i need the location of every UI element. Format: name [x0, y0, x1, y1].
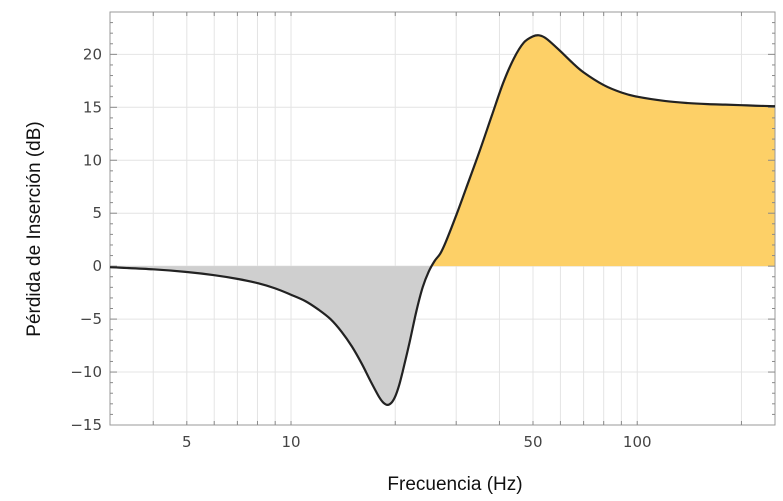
x-tick-label: 100: [623, 433, 652, 451]
negative-area: [110, 266, 432, 405]
y-tick-label: 15: [83, 98, 102, 116]
plot-frame: [109, 11, 776, 426]
x-tick-label: 50: [523, 433, 542, 451]
x-tick-label: 10: [281, 433, 300, 451]
y-tick-labels: −15 −10 −5 0 5 10 15 20: [70, 45, 102, 434]
positive-area: [431, 35, 775, 267]
x-axis-title: Frecuencia (Hz): [387, 474, 522, 495]
insertion-loss-curve: [109, 34, 776, 406]
y-tick-label: 0: [92, 257, 102, 275]
x-tick-labels: 5 10 50 100: [182, 433, 652, 451]
y-tick-label: 10: [83, 151, 102, 169]
x-tick-label: 5: [182, 433, 192, 451]
y-axis-title: Pérdida de Inserción (dB): [24, 121, 45, 336]
tick-marks: [110, 12, 775, 425]
y-tick-label: −5: [80, 310, 102, 328]
y-tick-label: −10: [70, 363, 102, 381]
y-tick-label: 20: [83, 45, 102, 63]
area-fills: [110, 35, 775, 405]
y-tick-label: 5: [92, 204, 102, 222]
y-tick-label: −15: [70, 416, 102, 434]
plot-border: [109, 11, 776, 426]
